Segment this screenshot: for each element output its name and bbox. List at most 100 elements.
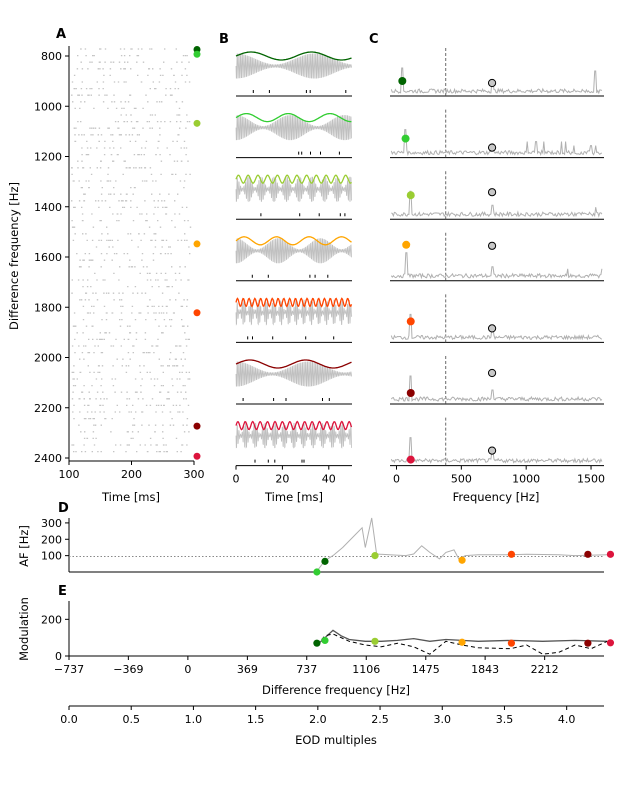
panel-d-ylabel: AF [Hz] (17, 525, 31, 567)
modulation-marker (606, 639, 615, 647)
panel-b: 0 20 40 (233, 51, 353, 486)
panel-c-x-tick-label: 500 (451, 473, 472, 486)
panel-a-x-tick-label: 200 (121, 468, 142, 481)
af-marker (321, 557, 329, 565)
eod-tick-label: 3.5 (496, 713, 514, 726)
eod-tick-label: 4.0 (558, 713, 576, 726)
panel-letter-c: C (369, 32, 379, 47)
panel-d: 100 200 300 (41, 517, 615, 576)
trace-spikes (242, 398, 330, 401)
spectrum-line (391, 190, 603, 218)
panel-e-x-tick-label: 369 (237, 663, 258, 676)
panel-a-y-tick-label: 1000 (34, 100, 62, 113)
reference-marker (487, 241, 497, 250)
beat-marker (193, 50, 201, 58)
peak-marker (406, 455, 415, 464)
panel-a-x-tick-label: 300 (184, 468, 205, 481)
trace-raw (235, 422, 352, 449)
panel-a-ylabel: Difference frequency [Hz] (7, 182, 21, 330)
beat-marker (193, 422, 201, 430)
panel-e-xlabel: Difference frequency [Hz] (262, 683, 410, 697)
panel-letter-a: A (56, 27, 66, 42)
panel-b-x-tick-label: 40 (322, 473, 336, 486)
trace-spikes (252, 90, 347, 93)
panel-e-x-tick-label: 2212 (531, 663, 559, 676)
beat-marker (193, 119, 201, 127)
trace-spikes (260, 213, 346, 217)
reference-marker (487, 188, 497, 197)
reference-marker (487, 324, 497, 333)
panel-a-y-tick-label: 1600 (34, 251, 62, 264)
reference-marker (487, 143, 497, 152)
trace-spikes (247, 336, 335, 340)
panel-e-y-tick-label: 200 (41, 613, 62, 626)
panel-b-x-tick-label: 0 (233, 473, 240, 486)
panel-d-y-tick-label: 300 (41, 517, 62, 530)
spectrum-line (390, 313, 603, 341)
spectrum-line (390, 67, 603, 95)
spectrum-line (390, 252, 603, 280)
trace-raw (235, 115, 352, 141)
af-marker (371, 552, 379, 560)
trace-envelope (235, 112, 352, 123)
panel-a-y-tick-label: 1800 (34, 301, 62, 314)
panel-a-y-tick-label: 2200 (34, 402, 62, 415)
spectrum-line (390, 375, 603, 403)
trace-envelope (235, 174, 352, 184)
panel-c-xlabel: Frequency [Hz] (453, 490, 540, 504)
af-marker (584, 550, 592, 558)
panel-e-x-tick-label: 1106 (352, 663, 380, 676)
modulation-marker (584, 639, 592, 647)
panel-d-y-tick-label: 200 (41, 533, 62, 546)
modulation-marker (313, 639, 321, 647)
trace-raw (235, 238, 353, 264)
trace-spikes (254, 459, 305, 463)
peak-marker (406, 191, 415, 200)
panel-e-x-tick-label: 0 (184, 663, 191, 676)
spectrum-line (390, 437, 603, 464)
panel-a-y-tick-label: 2000 (34, 352, 62, 365)
panel-c-x-tick-label: 1000 (512, 473, 540, 486)
panel-c: 0 500 1000 1500 (390, 48, 605, 486)
panel-e-x-tick-label: 737 (296, 663, 317, 676)
modulation-marker (321, 636, 329, 645)
modulation-marker (371, 637, 379, 645)
trace-envelope (235, 51, 352, 61)
panel-a: 800 1000 1200 1400 1600 1800 2000 2200 2400 100 20… (34, 45, 205, 481)
trace-spikes (298, 151, 340, 155)
peak-marker (401, 134, 410, 143)
af-marker (606, 550, 615, 558)
panel-letter-d: D (58, 501, 69, 516)
reference-marker (487, 78, 497, 88)
trace-raw (235, 176, 353, 203)
beat-marker (193, 452, 201, 460)
eod-tick-label: 3.0 (434, 713, 452, 726)
eod-tick-label: 1.5 (247, 713, 265, 726)
panel-a-xlabel: Time [ms] (101, 490, 160, 504)
spike-raster (71, 48, 192, 453)
panel-e-x-tick-label: −737 (54, 663, 84, 676)
modulation-dashed-line (316, 633, 608, 655)
modulation-marker (507, 639, 516, 647)
eod-tick-label: 1.0 (185, 713, 203, 726)
beat-marker (193, 309, 201, 317)
panel-a-y-tick-label: 1200 (34, 151, 62, 164)
eod-axis-label: EOD multiples (295, 733, 377, 747)
panel-c-x-tick-label: 0 (393, 473, 400, 486)
panel-a-y-tick-label: 800 (41, 50, 62, 63)
trace-envelope (235, 359, 352, 369)
af-marker (507, 550, 516, 558)
panel-letter-e: E (58, 584, 67, 599)
panel-c-x-tick-label: 1500 (577, 473, 605, 486)
panel-e-x-tick-label: 1475 (412, 663, 440, 676)
reference-marker (487, 446, 497, 455)
peak-marker (398, 77, 407, 85)
panel-e: 0 200 −737 −369 0 369 737 1106 1475 1843 2212 0.0 0.… (41, 601, 615, 726)
trace-envelope (235, 297, 353, 308)
reference-marker (487, 368, 497, 378)
peak-marker (406, 389, 415, 397)
beat-marker (193, 240, 201, 248)
peak-marker (406, 317, 415, 326)
panel-d-y-tick-label: 100 (41, 550, 62, 563)
